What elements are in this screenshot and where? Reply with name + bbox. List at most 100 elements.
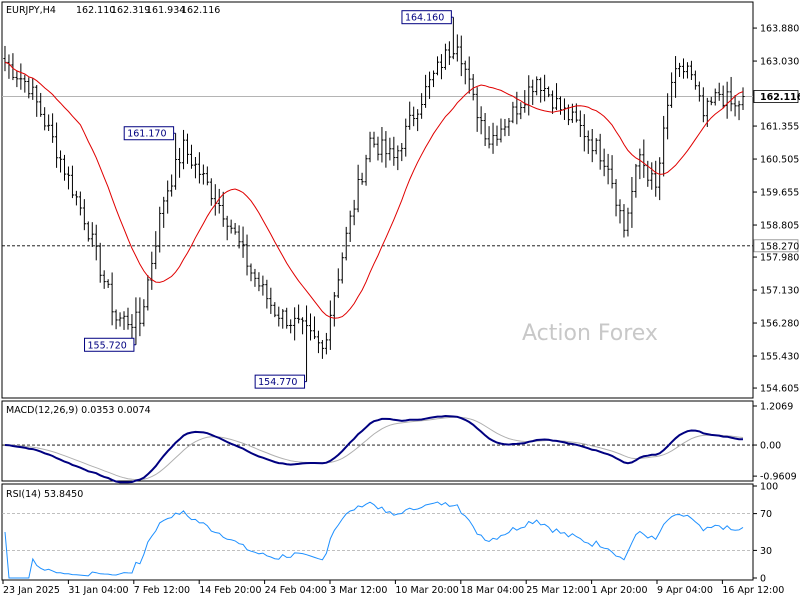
candle [519,102,523,120]
candle [392,136,396,166]
candle [31,78,35,100]
rsi-panel-frame [1,483,754,581]
candle [408,101,412,130]
candle [162,196,166,228]
candle [471,74,475,101]
candle [729,76,733,112]
rsi-tick-label: 70 [760,509,772,520]
candle [209,178,213,206]
time-axis: 23 Jan 2025 31 Jan 04:00 7 Feb 12:00 14 Feb… [2,580,784,596]
price-panel-frame [1,1,754,399]
macd-axis: 1.2069 0.00 -0.9609 [753,402,797,483]
time-tick-label: 1 Apr 20:00 [592,585,648,596]
candle [539,77,543,103]
candle [673,56,678,98]
rsi-tick-label: 0 [760,574,766,585]
rsi-title: RSI(14) 53.8450 [6,489,83,500]
candle [27,77,31,99]
candle [681,58,686,79]
candle [491,122,495,154]
time-tick-label: 9 Apr 04:00 [657,585,713,596]
candle [554,83,559,111]
macd-panel-frame [1,400,754,482]
candle [586,130,590,154]
candle [733,95,737,117]
candle [35,84,39,117]
svg-text:164.160: 164.160 [405,13,444,24]
candle [348,210,352,242]
candle [487,126,491,149]
candle [634,163,638,198]
price-tick-label: 157.130 [760,286,799,297]
candle [130,314,134,342]
candle [86,221,90,242]
candle [261,275,265,296]
price-tick-label: 156.280 [760,319,799,330]
candle [265,279,269,309]
candle [43,107,47,131]
candle [142,299,146,327]
candle [479,106,483,135]
candle [193,156,198,179]
candle [685,62,690,79]
candle [455,34,459,62]
candle [380,126,384,163]
candle [531,79,535,105]
candle [630,176,634,228]
candle [507,117,511,136]
candle [654,160,658,197]
annotations: 164.160 161.170 155.720 154.770 [84,10,454,389]
price-tick-label: 160.505 [760,155,799,166]
candle [543,74,547,102]
candle [546,86,551,98]
candle [356,164,360,213]
candle [364,154,368,186]
moving-average-line [4,61,744,319]
candle [443,43,448,70]
price-tick-label: 161.355 [760,122,799,133]
candle [447,41,451,65]
candle [269,287,273,314]
candle [181,129,186,170]
candle [376,136,380,161]
candle [102,270,106,289]
candle [293,307,297,341]
candle [658,157,662,201]
candle [289,319,293,334]
candle [610,155,614,189]
time-tick-label: 16 Apr 12:00 [722,585,784,596]
candle [197,152,202,184]
candle [352,199,356,226]
candle [368,131,372,163]
price-annotation: 155.720 [84,337,136,352]
time-tick-label: 14 Feb 20:00 [199,585,261,596]
candle [285,307,289,329]
candle [170,174,174,197]
price-annotation: 164.160 [401,10,454,25]
time-tick-label: 7 Feb 12:00 [134,585,190,596]
candle [523,90,527,113]
candle [515,91,519,125]
candle [360,172,364,185]
candle [423,74,428,108]
candle [404,118,408,157]
price-axis: 163.880 163.030 162.116 161.355 160.505 159.6… [753,24,800,395]
candle [666,93,670,140]
svg-text:161.170: 161.170 [127,129,166,140]
candle [217,188,221,214]
candle [166,180,170,214]
candle [277,306,281,327]
candle [416,109,420,132]
candle [598,133,602,170]
candle [174,133,178,190]
candle [503,118,507,137]
candle [78,191,82,216]
candle [574,103,578,123]
candle [499,118,503,143]
candle [146,275,150,311]
candle [74,190,79,206]
price-tick-label: 158.805 [760,221,799,232]
candle [297,304,301,324]
rsi-axis: 100 70 30 0 [753,482,778,585]
